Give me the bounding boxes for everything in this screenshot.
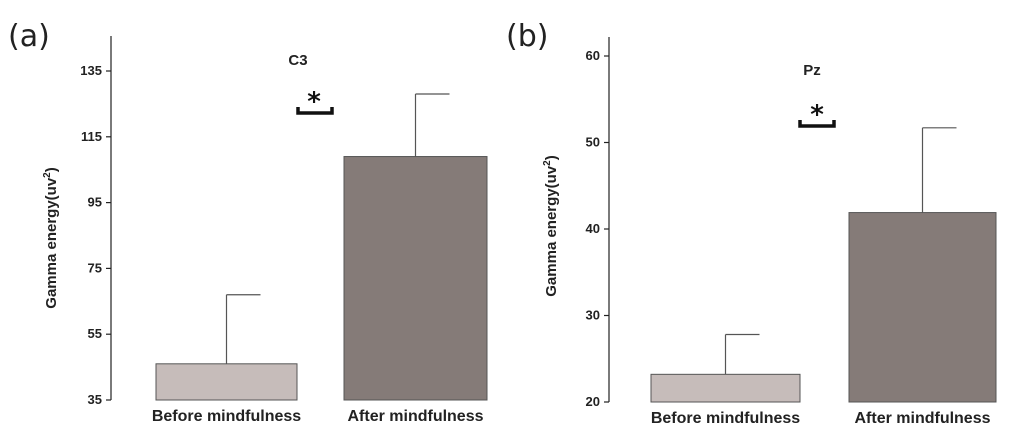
bar [848, 212, 997, 403]
bar [155, 363, 298, 401]
y-axis-label-text: Gamma energy(uv [543, 165, 560, 297]
x-category-label: Before mindfulness [152, 408, 301, 425]
y-tick-label: 55 [88, 326, 102, 341]
y-tick-label: 115 [81, 129, 102, 144]
significance-star: * [307, 87, 321, 117]
y-tick-label: 60 [586, 48, 600, 63]
panel-label: (b) [506, 19, 548, 54]
x-category-label: Before mindfulness [651, 410, 800, 427]
panel-label: (a) [8, 19, 50, 54]
x-category-label: After mindfulness [854, 410, 990, 427]
y-axis-label-close: ) [43, 167, 60, 172]
y-tick-label: 95 [88, 195, 102, 210]
y-axis-label-close: ) [543, 155, 560, 160]
y-tick-label: 40 [586, 221, 600, 236]
chart-panel-b: (b) Pz Gamma energy(uv2) 20 30 40 50 60 Before m… [506, 19, 997, 427]
x-category-label: After mindfulness [347, 408, 483, 425]
bar [650, 373, 801, 403]
significance-bracket [296, 107, 334, 115]
y-tick-label: 20 [586, 394, 600, 409]
y-axis-label: Gamma energy(uv2) [42, 167, 60, 308]
significance-star: * [810, 100, 824, 130]
y-axis-label-superscript: 2 [542, 160, 553, 166]
chart-panel-a: (a) C3 Gamma energy(uv2) 35 55 75 95 115 135 Befo… [8, 19, 488, 425]
y-tick-label: 75 [88, 260, 102, 275]
significance-bracket [798, 120, 836, 128]
chart-title: C3 [288, 52, 307, 69]
y-tick-label: 30 [586, 308, 600, 323]
chart-title: Pz [803, 62, 821, 79]
y-axis-label-text: Gamma energy(uv [43, 177, 60, 309]
y-axis-label-superscript: 2 [42, 172, 53, 178]
y-tick-label: 135 [80, 63, 102, 78]
y-axis-label: Gamma energy(uv2) [542, 155, 560, 296]
bar [343, 156, 488, 401]
y-tick-label: 35 [88, 392, 102, 407]
y-tick-label: 50 [586, 135, 600, 150]
